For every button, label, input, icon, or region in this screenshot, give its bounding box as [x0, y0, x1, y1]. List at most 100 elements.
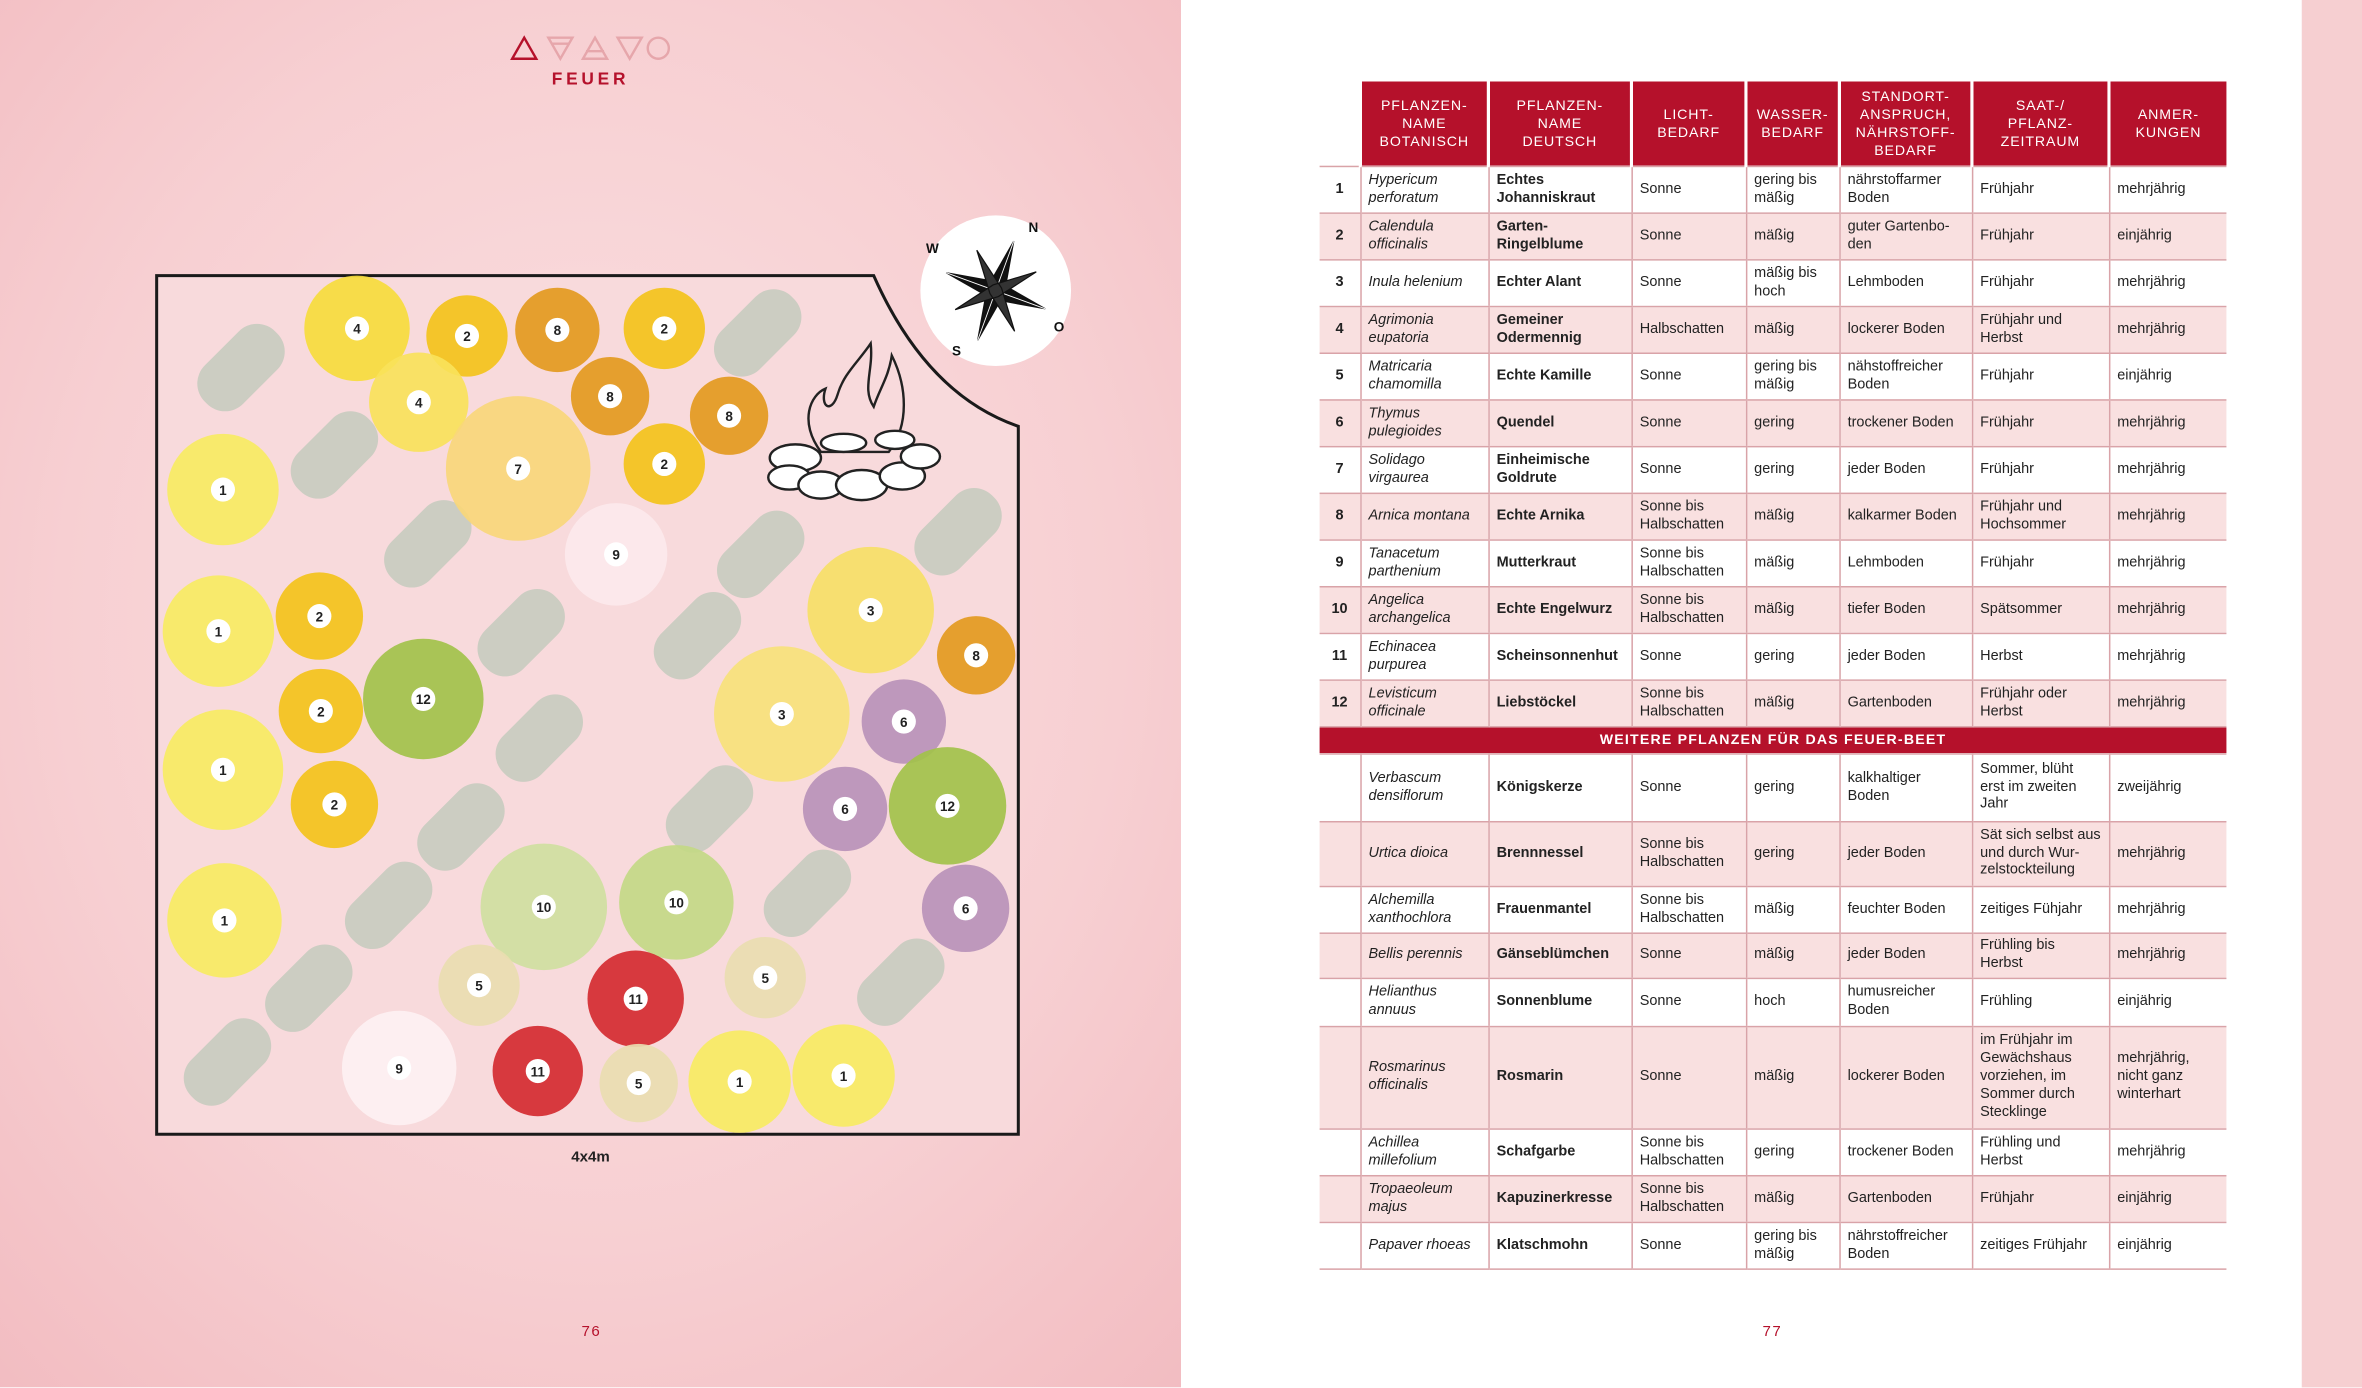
table-cell: Sonne	[1630, 753, 1746, 822]
table-row: Tropaeoleum majus Kapuzinerkresse Sonne bi…	[1319, 1174, 2227, 1223]
stone	[717, 510, 805, 599]
table-cell: Sonne	[1630, 1025, 1746, 1130]
table-cell: Echinacea purpurea	[1359, 632, 1489, 681]
compass-letter: O	[1054, 319, 1065, 334]
table-cell: Frauenmantel	[1487, 885, 1632, 934]
table-cell: mehrjährig	[2108, 399, 2227, 447]
section-title: WEITERE PFLANZEN FÜR DAS FEUER-BEET	[1319, 726, 2227, 754]
table-cell: mäßig	[1745, 885, 1840, 934]
plant-number: 8	[972, 649, 980, 664]
table-cell: Sonne bis Halbschatten	[1630, 492, 1746, 541]
table-cell: Echter Alant	[1487, 259, 1632, 307]
plant-number: 9	[395, 1061, 403, 1076]
table-cell: gering	[1745, 445, 1840, 494]
plant-badge	[604, 542, 629, 567]
stone	[857, 938, 945, 1026]
table-cell: einjährig	[2108, 352, 2227, 400]
stone	[417, 783, 505, 871]
row-number: 9	[1319, 539, 1361, 587]
table-cell: mäßig bis hoch	[1745, 259, 1840, 307]
table-cell: tiefer Boden	[1838, 585, 1972, 634]
table-cell: Matricaria chamomilla	[1359, 352, 1489, 400]
header-cell: WASSER- BEDARF	[1744, 81, 1840, 167]
table-row: Bellis perennis Gänseblümchen Sonne mäßig je…	[1319, 932, 2227, 979]
table-cell: zweijährig	[2108, 753, 2227, 822]
plant-table: PFLANZEN- NAME BOTANISCH PFLANZEN- NAME D…	[1319, 81, 2227, 1270]
table-row: Verbascum densiflorum Königskerze Sonne ger…	[1319, 753, 2227, 822]
header-cell: STANDORT- ANSPRUCH, NÄHRSTOFF- BEDARF	[1837, 81, 1972, 167]
plant-number: 11	[629, 992, 644, 1007]
plant-number: 1	[219, 483, 227, 498]
table-row: 10 Angelica archangelica Echte Engelwurz So…	[1319, 585, 2227, 634]
plant-badge	[664, 890, 689, 915]
stone	[384, 500, 472, 588]
header-cell: LICHT- BEDARF	[1629, 81, 1746, 167]
plant-badge	[652, 316, 677, 341]
header-cell: SAAT-/ PFLANZ- ZEITRAUM	[1970, 81, 2109, 167]
table-cell: Inula helenium	[1359, 259, 1489, 307]
plant-number: 3	[778, 707, 786, 722]
table-cell: Gartenboden	[1838, 1174, 1972, 1223]
table-cell: Frühjahr	[1971, 399, 2109, 447]
row-number: 8	[1319, 492, 1361, 541]
table-cell: lockerer Boden	[1838, 305, 1972, 354]
stone	[665, 765, 754, 853]
table-cell: einjährig	[2108, 212, 2227, 260]
stone	[290, 411, 379, 499]
row-number: 11	[1319, 632, 1361, 681]
table-cell: mehrjährig	[2108, 445, 2227, 494]
table-cell: Sonne	[1630, 352, 1746, 400]
table-row: 2 Calendula officinalis Garten- Ringelblum…	[1319, 212, 2227, 260]
table-cell: Einheimische Goldrute	[1487, 445, 1632, 494]
table-cell: mehrjährig	[2108, 632, 2227, 681]
table-cell: Frühling und Herbst	[1971, 1128, 2109, 1176]
plant-badge	[623, 986, 648, 1011]
row-number: 6	[1319, 399, 1361, 447]
table-cell: Rosmarinus officinalis	[1359, 1025, 1489, 1130]
row-number	[1319, 977, 1361, 1027]
table-cell: Tropaeoleum majus	[1359, 1174, 1489, 1223]
table-cell: Papaver rhoeas	[1359, 1221, 1489, 1270]
plant-badge	[466, 973, 492, 998]
compass: N O S W	[920, 215, 1072, 367]
row-number: 12	[1319, 679, 1361, 727]
plant-number: 5	[761, 971, 769, 986]
stone	[183, 1018, 272, 1106]
plant-number: 2	[317, 704, 325, 719]
table-cell: Echte Arnika	[1487, 492, 1632, 541]
plant-badge	[344, 316, 370, 341]
plant-number: 12	[416, 692, 431, 707]
table-row: 12 Levisticum officinale Liebstöckel Sonne …	[1319, 679, 2227, 727]
table-cell: mäßig	[1745, 679, 1840, 727]
table-cell: Frühjahr und Herbst	[1971, 305, 2109, 354]
compass-letter: N	[1028, 220, 1038, 235]
table-cell: gering	[1745, 632, 1840, 681]
plant-badge	[626, 1071, 651, 1096]
table-cell: Sonne bis Halbschatten	[1630, 820, 1746, 887]
plant-badge	[506, 456, 531, 481]
stone	[653, 591, 742, 680]
plant-badge	[206, 619, 231, 644]
plant-number: 1	[215, 624, 223, 639]
table-cell: Frühjahr	[1971, 445, 2109, 494]
table-cell: gering bis mäßig	[1745, 1221, 1840, 1270]
table-cell: Frühling bis Herbst	[1971, 932, 2109, 979]
table-cell: jeder Boden	[1838, 632, 1972, 681]
table-cell: gering bis mäßig	[1745, 165, 1840, 214]
table-cell: mehrjährig	[2108, 165, 2227, 214]
table-cell: Echte Kamille	[1487, 352, 1632, 400]
table-cell: Achillea millefolium	[1359, 1128, 1489, 1176]
table-row: Alchemilla xanthochlora Frauenmantel Sonne…	[1319, 885, 2227, 934]
stone	[495, 694, 584, 782]
table-cell: Herbst	[1971, 632, 2109, 681]
plant-number: 4	[415, 395, 423, 410]
table-cell: gering bis mäßig	[1745, 352, 1840, 400]
table-cell: Verbascum densiflorum	[1359, 753, 1489, 822]
table-cell: Calendula officinalis	[1359, 212, 1489, 260]
row-number: 10	[1319, 585, 1361, 634]
table-row: 1 Hypericum perforatum Echtes Johanniskrau…	[1319, 165, 2227, 214]
table-row: Helianthus annuus Sonnenblume Sonne hoch hum…	[1319, 977, 2227, 1027]
plant-number: 1	[219, 763, 227, 778]
plant-badge	[753, 965, 778, 990]
table-cell: Scheinsonnenhut	[1487, 632, 1632, 681]
